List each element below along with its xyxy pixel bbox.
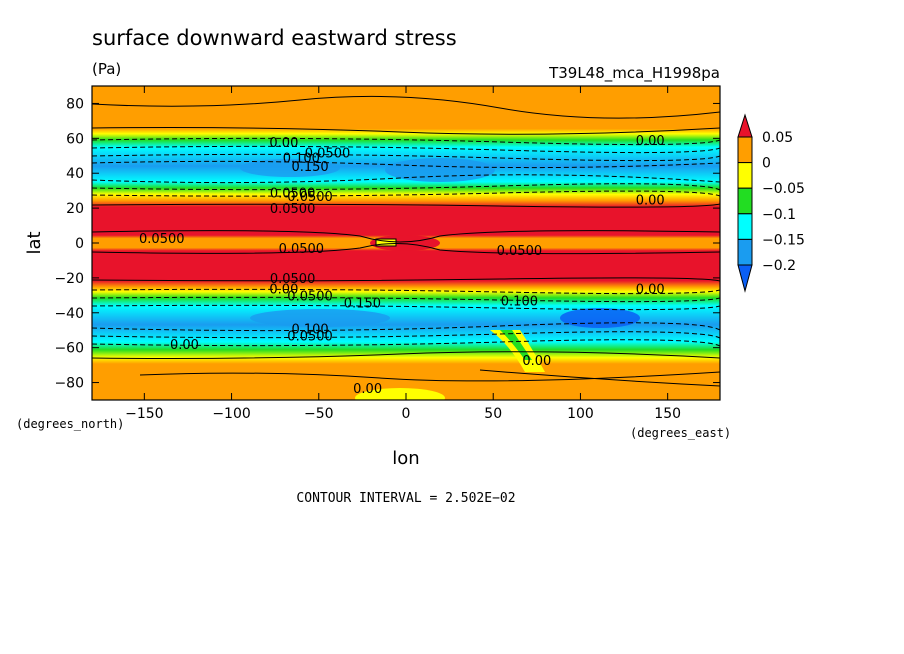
- x-tick-label: −100: [212, 406, 250, 422]
- contour-label: 0.100: [501, 295, 538, 310]
- x-tick-label: 150: [654, 406, 681, 422]
- contour-label: 0.00: [636, 134, 665, 149]
- colorbar-label: −0.15: [762, 232, 805, 248]
- x-axis-label: lon: [392, 448, 419, 469]
- contour-label: 0.00: [636, 193, 665, 208]
- colorbar-box: [737, 162, 753, 189]
- x-axis: −150 −100 −50 0 50 100 150: [125, 86, 681, 422]
- colorbar-box: [737, 187, 753, 215]
- solid-contours: [92, 95, 720, 387]
- contour-label: 0.100: [283, 152, 320, 167]
- x-units-label: (degrees_east): [630, 426, 731, 440]
- contour-label: 0.00: [636, 282, 665, 297]
- nh-jet-core-west: [240, 159, 340, 177]
- south-pole-yellow-patch: [355, 388, 445, 400]
- colorbar-bottom-triangle: [737, 264, 753, 293]
- colorbar-label: 0.05: [762, 130, 793, 146]
- y-tick-label: −40: [54, 306, 84, 322]
- chart-title: surface downward eastward stress: [92, 26, 457, 50]
- yellow-tongue: [490, 330, 545, 372]
- y-tick-label: 40: [66, 166, 84, 182]
- contour-label: 0.0500: [270, 186, 316, 201]
- contour-label: 0.0500: [139, 232, 185, 247]
- x-tick-label: 50: [484, 406, 502, 422]
- plot-area: 0.000.05000.1000.1500.05000.05000.05000.…: [92, 86, 720, 400]
- contour-label: 0.0500: [497, 244, 543, 259]
- contour-label: 0.00: [170, 338, 199, 353]
- y-tick-label: −20: [54, 271, 84, 287]
- x-tick-label: −50: [304, 406, 334, 422]
- contour-label: 0.0500: [279, 242, 325, 257]
- y-tick-label: 60: [66, 131, 84, 147]
- colorbar-label: −0.2: [762, 258, 796, 274]
- colorbar-box: [737, 213, 753, 240]
- equatorial-yellow-patch: [375, 238, 397, 247]
- sh-jet-core-west: [250, 309, 390, 327]
- colorbar-label: −0.05: [762, 181, 805, 197]
- colorbar: 0.05 0 −0.05 −0.1 −0.15 −0.2: [737, 113, 805, 293]
- y-tick-label: 0: [75, 236, 84, 252]
- contour-label: 0.150: [291, 160, 328, 175]
- contour-label: 0.00: [269, 282, 298, 297]
- nh-jet-core: [385, 158, 495, 182]
- x-tick-label: 100: [567, 406, 594, 422]
- dashed-contours: [92, 137, 720, 347]
- contour-interval-note: CONTOUR INTERVAL = 2.502E−02: [296, 491, 515, 506]
- run-label: T39L48_mca_H1998pa: [548, 64, 720, 83]
- contour-label: 0.0500: [270, 272, 316, 287]
- contour-label: 0.00: [522, 354, 551, 369]
- colorbar-box: [737, 238, 753, 266]
- units-label: (Pa): [92, 60, 121, 78]
- contour-label: 0.100: [291, 322, 328, 337]
- y-tick-label: −80: [54, 376, 84, 392]
- y-axis: 80 60 40 20 0 −20 −40 −60 −80: [54, 96, 720, 392]
- colorbar-label: 0: [762, 156, 771, 172]
- colorbar-top-triangle: [737, 113, 753, 138]
- contour-label: 0.0500: [287, 289, 333, 304]
- sh-jet-core-east: [560, 308, 640, 328]
- x-tick-label: 0: [402, 406, 411, 422]
- contour-label: 0.00: [353, 382, 382, 397]
- colorbar-box: [737, 136, 753, 164]
- x-tick-label: −150: [125, 406, 163, 422]
- green-tongue: [500, 330, 532, 360]
- contour-label: 0.0500: [287, 329, 333, 344]
- contour-labels: 0.000.05000.1000.1500.05000.05000.05000.…: [139, 134, 665, 397]
- y-units-label: (degrees_north): [16, 417, 124, 431]
- colorbar-label: −0.1: [762, 207, 796, 223]
- y-tick-label: −60: [54, 341, 84, 357]
- contour-label: 0.150: [344, 296, 381, 311]
- y-tick-label: 20: [66, 201, 84, 217]
- contour-label: 0.00: [269, 136, 298, 151]
- contour-label: 0.0500: [305, 146, 351, 161]
- y-tick-label: 80: [66, 96, 84, 112]
- contour-label: 0.0500: [287, 190, 333, 205]
- contour-label: 0.0500: [270, 202, 316, 217]
- y-axis-label: lat: [24, 231, 45, 254]
